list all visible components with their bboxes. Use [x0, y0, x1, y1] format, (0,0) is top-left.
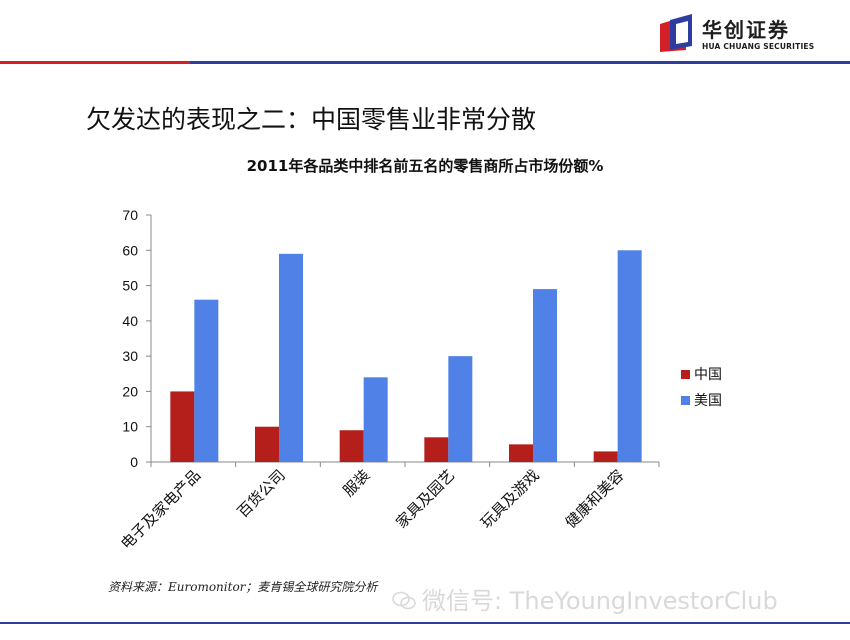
y-tick-label: 20	[122, 383, 138, 399]
bar-usa	[194, 299, 219, 462]
header-rule-red	[0, 61, 190, 64]
brand-name-en: HUA CHUANG SECURITIES	[702, 42, 815, 51]
y-tick-label: 10	[122, 419, 138, 435]
y-tick-label: 50	[122, 278, 138, 294]
bar-china	[255, 426, 279, 462]
bar-usa	[279, 253, 303, 462]
brand-logo: 华创证券 HUA CHUANG SECURITIES	[656, 14, 826, 56]
y-tick-label: 60	[122, 242, 138, 258]
x-category-label: 服装	[340, 466, 374, 500]
legend-swatch-usa	[681, 396, 690, 405]
wechat-icon	[392, 591, 416, 610]
brand-name-cn: 华创证券	[702, 18, 790, 42]
bar-usa	[533, 289, 557, 462]
x-category-label: 电子及家电产品	[117, 466, 204, 553]
x-category-label: 健康和美容	[562, 466, 628, 532]
bar-usa	[617, 250, 642, 462]
chart-title: 2011年各品类中排名前五名的零售商所占市场份额%	[246, 157, 604, 175]
y-tick-label: 40	[122, 313, 138, 329]
bar-china	[509, 444, 533, 462]
bar-china	[339, 430, 364, 462]
bar-usa	[448, 356, 473, 462]
y-tick-label: 0	[130, 454, 138, 470]
watermark: 微信号: TheYoungInvestorClub	[392, 581, 778, 616]
y-tick-label: 70	[122, 207, 138, 223]
bar-usa	[363, 377, 388, 462]
x-category-label: 家具及园艺	[392, 466, 458, 532]
bar-china	[424, 437, 449, 462]
slide-title: 欠发达的表现之二：中国零售业非常分散	[86, 105, 537, 134]
header-rule-blue	[190, 61, 850, 64]
legend-label-usa: 美国	[694, 393, 722, 409]
x-category-label: 百货公司	[234, 466, 289, 521]
bar-china	[593, 451, 618, 462]
x-category-label: 玩具及游戏	[477, 466, 543, 532]
legend-swatch-china	[681, 370, 690, 379]
brand-mark-icon	[660, 14, 692, 52]
watermark-text: 微信号: TheYoungInvestorClub	[422, 587, 778, 615]
y-tick-label: 30	[122, 348, 138, 364]
legend-label-china: 中国	[694, 367, 722, 383]
footer-rule	[0, 622, 850, 624]
bar-china	[170, 391, 195, 462]
source-note: 资料来源：Euromonitor；麦肯锡全球研究院分析	[108, 580, 378, 594]
